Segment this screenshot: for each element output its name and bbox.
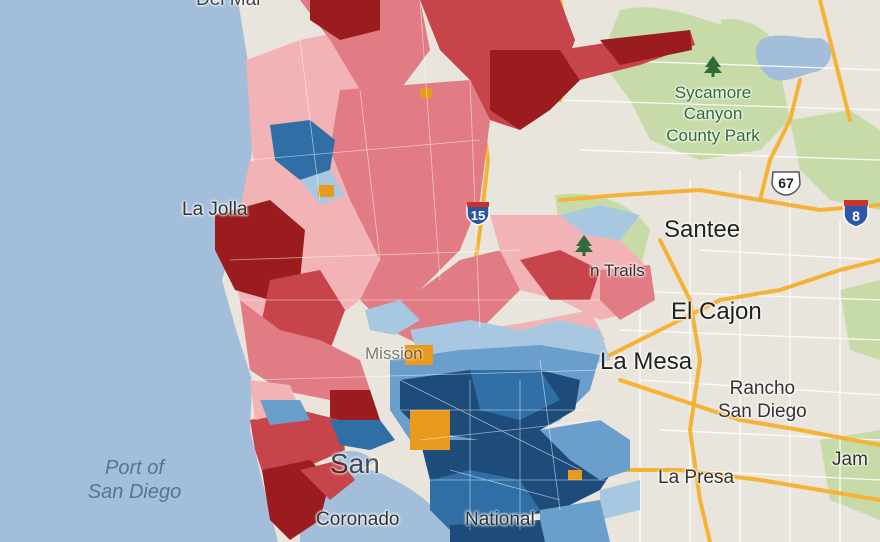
lakes bbox=[755, 35, 832, 81]
pacific-ocean bbox=[0, 0, 278, 542]
trails-label: n Trails bbox=[590, 261, 645, 280]
mission-label: Mission bbox=[365, 344, 423, 363]
rancho-san-diego-label: Rancho San Diego bbox=[718, 378, 807, 422]
santee-label: Santee bbox=[664, 216, 741, 243]
street-grid bbox=[559, 59, 880, 542]
park-label: Sycamore Canyon County Park bbox=[666, 83, 760, 145]
jamul-label: Jam bbox=[832, 449, 868, 470]
i15-shield-label: 15 bbox=[470, 208, 486, 223]
port-of-san-diego-label: Port of San Diego bbox=[87, 457, 182, 503]
la-mesa-label: La Mesa bbox=[600, 348, 693, 375]
la-presa-label: La Presa bbox=[658, 467, 735, 488]
i8-shield-label: 8 bbox=[852, 208, 860, 224]
national-city-label: National bbox=[465, 509, 535, 530]
el-cajon-label: El Cajon bbox=[671, 298, 762, 325]
sr67-shield-icon: 67 bbox=[770, 170, 802, 196]
san-diego-label: San bbox=[330, 448, 380, 479]
sr67-shield-label: 67 bbox=[778, 175, 794, 191]
del-mar-label: Del Mar bbox=[196, 0, 263, 9]
coronado-label: Coronado bbox=[316, 509, 400, 530]
districts-republican bbox=[215, 0, 695, 540]
district-borders bbox=[229, 0, 620, 530]
i8-shield-icon: 8 bbox=[842, 198, 870, 228]
la-jolla-label: La Jolla bbox=[182, 199, 248, 220]
i15-shield-icon: 15 bbox=[465, 200, 491, 226]
districts-tie bbox=[318, 88, 582, 480]
